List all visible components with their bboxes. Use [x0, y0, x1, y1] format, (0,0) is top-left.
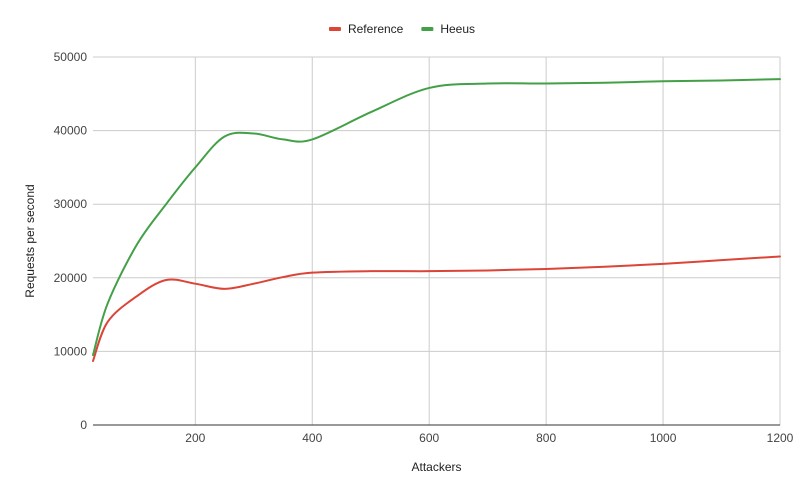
- x-tick-label: 1000: [650, 431, 677, 445]
- x-tick-label: 1200: [767, 431, 794, 445]
- y-tick-label: 0: [80, 418, 87, 432]
- axis-layer: 0 10000 20000 30000 40000 50000 200 400 600 800 10…: [54, 50, 794, 445]
- grid-layer: [93, 56, 781, 425]
- y-tick-label: 30000: [54, 197, 88, 211]
- legend-item-reference[interactable]: Reference: [328, 22, 404, 36]
- y-tick-label: 50000: [54, 50, 88, 64]
- legend-label-reference: Reference: [348, 22, 404, 36]
- series-line-reference: [92, 255, 781, 362]
- x-tick-label: 200: [185, 431, 205, 445]
- y-tick-label: 20000: [54, 271, 88, 285]
- legend-swatch-heeus: [421, 27, 434, 31]
- x-tick-label: 800: [536, 431, 556, 445]
- legend-label-heeus: Heeus: [440, 22, 475, 36]
- series-layer: [92, 78, 781, 362]
- legend[interactable]: Reference Heeus: [328, 22, 475, 36]
- legend-swatch-reference: [328, 27, 341, 31]
- x-tick-label: 600: [419, 431, 439, 445]
- x-tick-label: 400: [302, 431, 322, 445]
- x-axis-title: Attackers: [411, 460, 461, 474]
- y-tick-label: 10000: [54, 344, 88, 358]
- y-tick-label: 40000: [54, 124, 88, 138]
- y-axis-title: Requests per second: [23, 184, 37, 297]
- series-line-heeus: [92, 78, 781, 357]
- legend-item-heeus[interactable]: Heeus: [421, 22, 475, 36]
